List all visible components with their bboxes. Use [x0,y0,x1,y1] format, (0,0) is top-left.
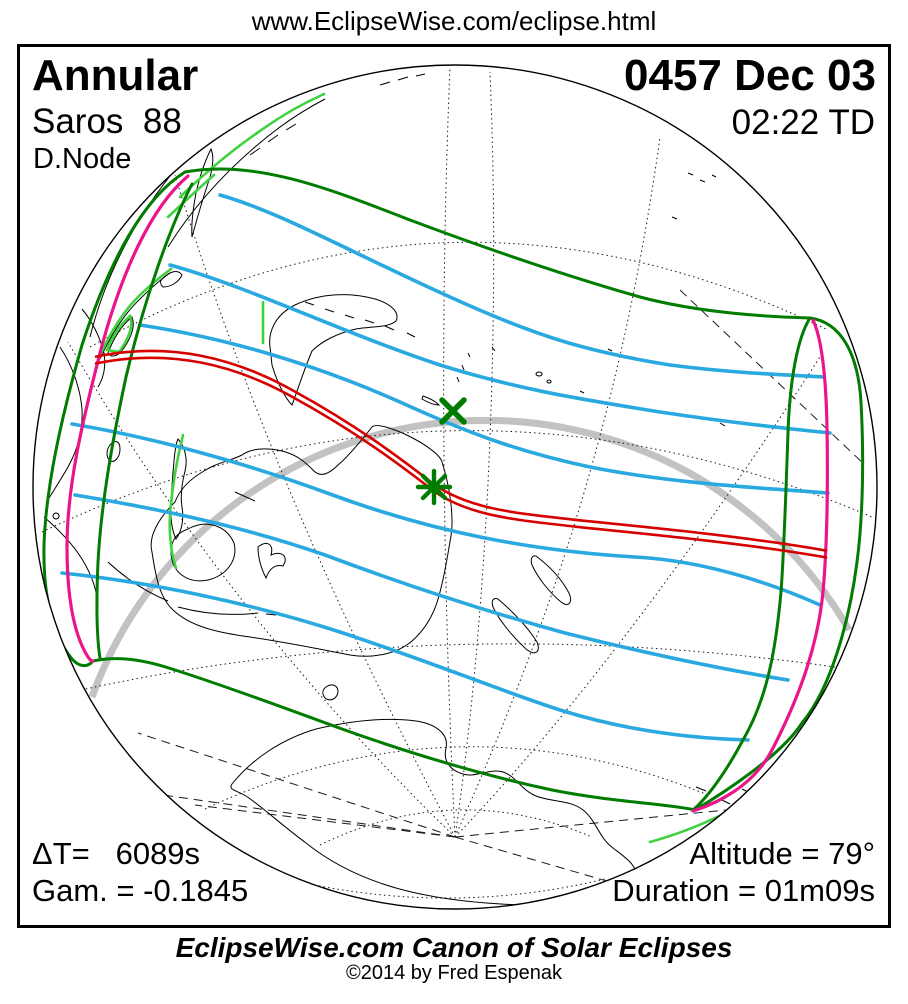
greatest-duration-x-marker [439,397,467,425]
globe-map [32,64,878,910]
date-label: 0457 Dec 03 [624,51,876,100]
time-label: 02:22 TD [731,103,875,142]
magnitude-contours [60,193,832,742]
map-frame: Annular Saros 88 D.Node 0457 Dec 03 02:2… [17,44,891,928]
gamma-label: Gam. = -0.1845 [32,873,249,908]
sunrise-sunset-curves [65,174,829,813]
footer-title: EclipseWise.com Canon of Solar Eclipses [175,932,733,963]
delta-t-label: ΔT= 6089s [32,836,201,871]
source-url-text: www.EclipseWise.com/eclipse.html [251,6,657,36]
saros-label: Saros 88 [32,102,182,141]
duration-label: Duration = 01m09s [612,873,875,908]
altitude-label: Altitude = 79° [689,836,875,871]
eclipse-type-label: Annular [32,51,199,100]
penumbral-limit-curves [42,167,865,812]
node-label: D.Node [33,143,132,175]
dashed-graticule [79,289,866,894]
globe-outline [32,64,878,910]
greatest-eclipse-marker [415,468,453,506]
footer-copyright: ©2014 by Fred Espenak [346,962,562,984]
